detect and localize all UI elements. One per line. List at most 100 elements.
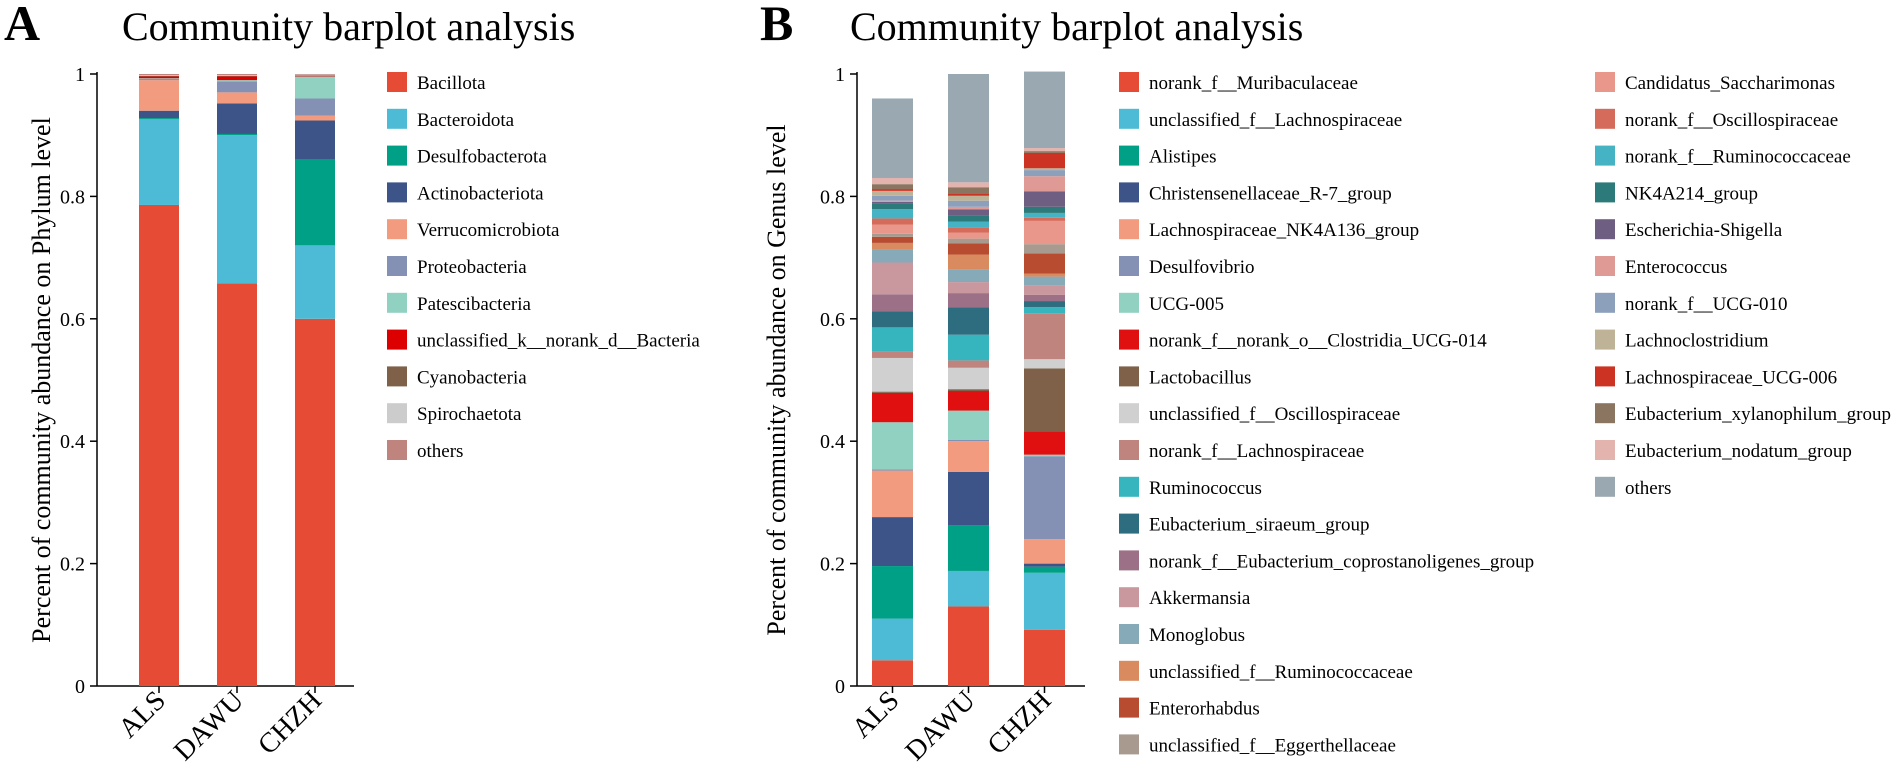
legend-item: Alistipes (1119, 145, 1217, 168)
legend-label: UCG-005 (1149, 294, 1224, 315)
legend-label: Desulfobacterota (417, 147, 547, 168)
legend-label: Lachnospiraceae_NK4A136_group (1149, 220, 1419, 241)
bar-segment (872, 618, 913, 661)
legend-item: others (387, 440, 463, 462)
x-tick-label: CHZH (252, 685, 328, 761)
bar-segment (948, 238, 989, 244)
bar-segment (1024, 566, 1065, 573)
bar-segment (139, 118, 179, 120)
legend-swatch (1119, 145, 1139, 166)
legend-swatch (1595, 256, 1615, 276)
bar-segment (295, 115, 335, 121)
bar-segment (217, 74, 257, 76)
legend-item: Akkermansia (1119, 587, 1251, 609)
bar-segment (217, 133, 257, 136)
legend-item: unclassified_f__Lachnospiraceae (1119, 108, 1402, 131)
y-tick-label: 0.2 (820, 554, 845, 576)
bar-segment (872, 218, 913, 225)
legend-item: Desulfovibrio (1119, 256, 1255, 278)
legend-label: Spirochaetota (417, 404, 522, 425)
bar-segment (948, 209, 989, 216)
bar-segment (948, 471, 989, 526)
legend-label: Akkermansia (1149, 588, 1251, 609)
legend-swatch (387, 403, 407, 424)
legend-swatch (1119, 660, 1139, 681)
bar-segment (948, 389, 989, 392)
legend-item: Cyanobacteria (387, 366, 527, 388)
legend-swatch (1119, 256, 1139, 276)
bar-segment (139, 78, 179, 79)
bar-segment (295, 74, 335, 76)
legend-swatch (387, 219, 407, 240)
legend-label: Eubacterium_xylanophilum_group (1625, 404, 1891, 425)
y-axis-label: Percent of community abundance on Genus … (762, 124, 791, 635)
legend-swatch (1119, 403, 1139, 424)
bar-segment (872, 392, 913, 423)
legend-item: unclassified_f__Oscillospiraceae (1119, 403, 1400, 425)
bar-segment (948, 307, 989, 335)
bar-segment (872, 469, 913, 471)
bar-segment (948, 215, 989, 222)
legend-swatch (1119, 476, 1139, 497)
bar-segment (1024, 244, 1065, 254)
bar-segment (139, 74, 179, 76)
bar-segment (872, 566, 913, 619)
bar-segment (217, 81, 257, 93)
panel-letter: B (760, 0, 793, 51)
bar-segment (948, 570, 989, 607)
legend-label: norank_f__Lachnospiraceae (1149, 441, 1364, 462)
legend-item: Candidatus_Saccharimonas (1595, 72, 1835, 94)
legend-swatch (1119, 366, 1139, 387)
legend-label: norank_f__Muribaculaceae (1149, 73, 1358, 94)
bar-segment (872, 195, 913, 201)
bar-segment (1024, 217, 1065, 221)
bar-segment (872, 201, 913, 204)
legend-swatch (1119, 182, 1139, 203)
x-tick-label: ALS (113, 685, 172, 744)
bar-segment (1024, 212, 1065, 218)
bar-segment (217, 76, 257, 81)
bar-segment (872, 233, 913, 237)
bar-segment (872, 391, 913, 393)
y-tick-label: 1 (75, 64, 85, 86)
bar-segment (1024, 148, 1065, 152)
bar-segment (295, 159, 335, 246)
legend-item: norank_f__Ruminococcaceae (1595, 145, 1851, 168)
legend-item: Lactobacillus (1119, 366, 1251, 388)
legend-label: unclassified_f__Oscillospiraceae (1149, 404, 1400, 425)
legend-item: Eubacterium_xylanophilum_group (1595, 403, 1891, 425)
bar-segment (1024, 359, 1065, 369)
legend-label: others (417, 441, 463, 462)
bar-segment (139, 78, 179, 81)
bar-segment (948, 606, 989, 686)
bar-segment (872, 190, 913, 196)
legend-label: norank_f__norank_o__Clostridia_UCG-014 (1149, 331, 1487, 352)
legend-item: Ruminococcus (1119, 476, 1262, 499)
bar-segment (872, 470, 913, 518)
x-tick-label: CHZH (982, 685, 1058, 761)
legend-swatch (1119, 550, 1139, 571)
legend-item: others (1595, 476, 1671, 499)
bar-segment (872, 327, 913, 352)
bar-segment (295, 76, 335, 99)
legend-swatch (387, 329, 407, 350)
legend-item: Christensenellaceae_R-7_group (1119, 182, 1392, 204)
bar-segment (948, 243, 989, 255)
bar-segment (295, 75, 335, 76)
legend-swatch (1595, 366, 1615, 387)
bar-segment (217, 135, 257, 284)
legend-item: norank_f__Muribaculaceae (1119, 72, 1358, 94)
bar-segment (948, 282, 989, 294)
legend-item: Spirochaetota (387, 403, 522, 425)
legend-item: NK4A214_group (1595, 182, 1758, 204)
legend-item: norank_f__UCG-010 (1595, 292, 1788, 315)
y-axis-label: Percent of community abundance on Phylum… (27, 117, 56, 643)
legend-label: unclassified_f__Eggerthellaceae (1149, 735, 1396, 756)
bar-segment (872, 311, 913, 328)
bar-segment (139, 80, 179, 111)
bar-segment (1024, 151, 1065, 153)
bar-segment (217, 103, 257, 134)
y-tick-label: 0.4 (820, 431, 845, 453)
legend-label: Alistipes (1149, 147, 1217, 168)
legend-item: Verrucomicrobiota (387, 219, 560, 241)
